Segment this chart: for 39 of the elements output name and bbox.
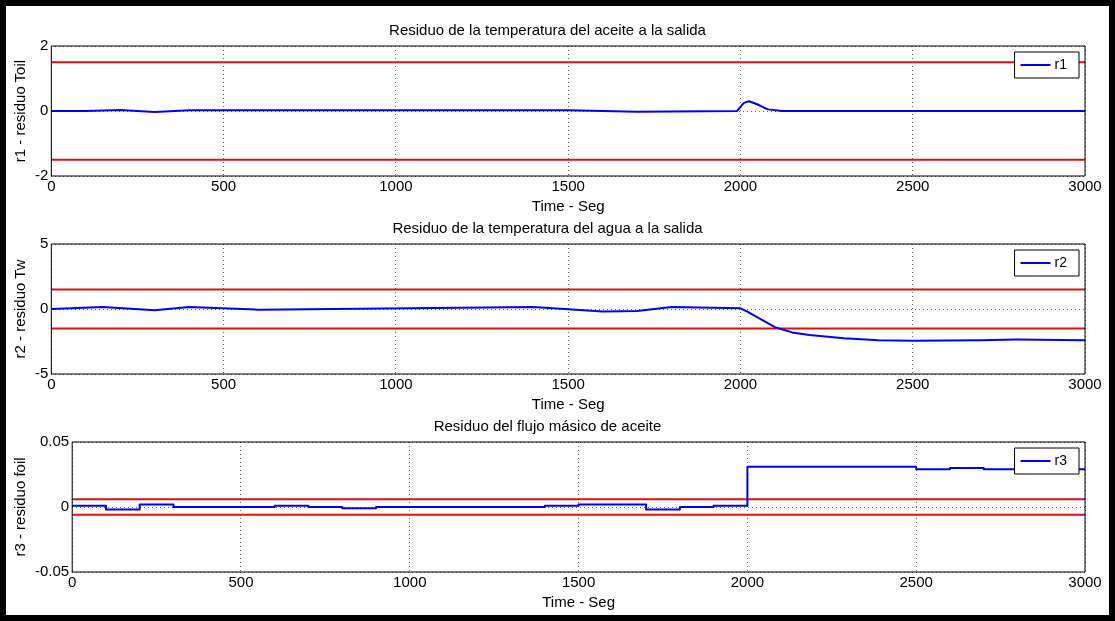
y-tick-label: -0.05 bbox=[34, 562, 70, 580]
x-tick-label: 3000 bbox=[1068, 375, 1102, 393]
x-tick-label: 3000 bbox=[1068, 177, 1102, 195]
legend-label: r2 bbox=[1054, 253, 1068, 270]
y-axis-title: r1 - residuo Toil bbox=[11, 59, 29, 163]
y-tick-label: -5 bbox=[34, 364, 49, 382]
x-tick-label: 1500 bbox=[551, 375, 585, 393]
y-tick-label: 0.05 bbox=[39, 432, 70, 450]
chart-title: Residuo de la temperatura del agua a la salida bbox=[392, 219, 704, 237]
x-tick-label: 1000 bbox=[393, 573, 427, 591]
y-tick-label: -2 bbox=[34, 166, 49, 184]
legend-label: r1 bbox=[1054, 55, 1068, 72]
x-tick-label: 2000 bbox=[723, 177, 758, 195]
x-axis-title: Time - Seg bbox=[542, 593, 615, 611]
y-tick-label: 5 bbox=[39, 234, 49, 252]
x-tick-label: 500 bbox=[211, 375, 237, 393]
x-axis-title: Time - Seg bbox=[531, 197, 605, 215]
chart-title: Residuo del flujo másico de aceite bbox=[433, 417, 662, 435]
x-tick-label: 1000 bbox=[379, 177, 413, 195]
x-tick-label: 3000 bbox=[1068, 573, 1102, 591]
y-axis-title: r3 - residuo foil bbox=[11, 457, 29, 557]
y-tick-label: 2 bbox=[39, 36, 49, 54]
x-tick-label: 2500 bbox=[896, 375, 930, 393]
x-tick-label: 2500 bbox=[896, 177, 930, 195]
y-tick-label: 0 bbox=[39, 101, 49, 119]
legend-label: r3 bbox=[1054, 451, 1068, 468]
x-tick-label: 500 bbox=[211, 177, 237, 195]
x-tick-label: 1500 bbox=[561, 573, 596, 591]
x-tick-label: 1500 bbox=[551, 177, 585, 195]
x-tick-label: 2000 bbox=[730, 573, 765, 591]
x-tick-label: 2000 bbox=[723, 375, 758, 393]
chart-title: Residuo de la temperatura del aceite a la salida bbox=[389, 21, 707, 39]
x-tick-label: 500 bbox=[228, 573, 254, 591]
x-tick-label: 2500 bbox=[899, 573, 933, 591]
y-tick-label: 0 bbox=[39, 299, 49, 317]
y-axis-title: r2 - residuo Tw bbox=[11, 259, 29, 359]
x-tick-label: 1000 bbox=[379, 375, 413, 393]
x-axis-title: Time - Seg bbox=[531, 395, 605, 413]
y-tick-label: 0 bbox=[60, 497, 70, 515]
